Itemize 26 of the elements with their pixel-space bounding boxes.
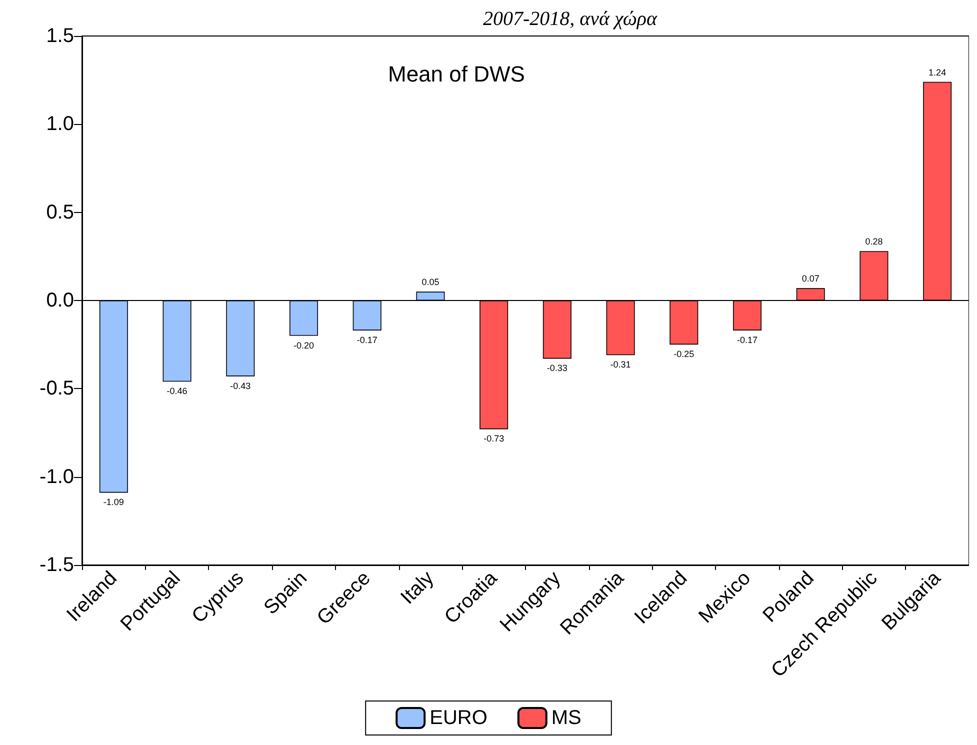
data-label: -0.33 xyxy=(546,363,568,374)
y-tick-label: 1.0 xyxy=(46,113,74,136)
legend-label: EURO xyxy=(430,707,488,729)
data-label: -0.43 xyxy=(230,380,251,391)
data-label: 0.05 xyxy=(422,277,440,288)
y-tick-label: 1.5 xyxy=(46,25,74,47)
data-label: -0.17 xyxy=(736,334,758,345)
data-label: -1.09 xyxy=(103,497,124,508)
data-label: 0.07 xyxy=(802,274,820,284)
data-label: 0.28 xyxy=(865,236,883,247)
legend-label: MS xyxy=(551,707,582,729)
data-label: -0.17 xyxy=(356,334,378,345)
y-tick-label: -1.5 xyxy=(40,554,74,576)
data-label: -0.20 xyxy=(293,340,314,350)
y-tick-label: 0.0 xyxy=(46,290,74,312)
text: 2007-2018, ανά χώρα xyxy=(483,8,658,30)
data-label: 1.24 xyxy=(928,67,946,78)
text: Mean of DWS xyxy=(388,62,525,86)
y-tick-label: -1.0 xyxy=(40,466,74,488)
data-label: -0.31 xyxy=(610,360,631,370)
data-label: -0.73 xyxy=(484,434,504,444)
x-tick-label: Italy xyxy=(396,567,438,609)
y-tick-label: -0.5 xyxy=(40,378,74,400)
data-label: -0.25 xyxy=(674,349,694,360)
y-tick-label: 0.5 xyxy=(46,201,74,224)
data-label: -0.46 xyxy=(166,386,188,396)
